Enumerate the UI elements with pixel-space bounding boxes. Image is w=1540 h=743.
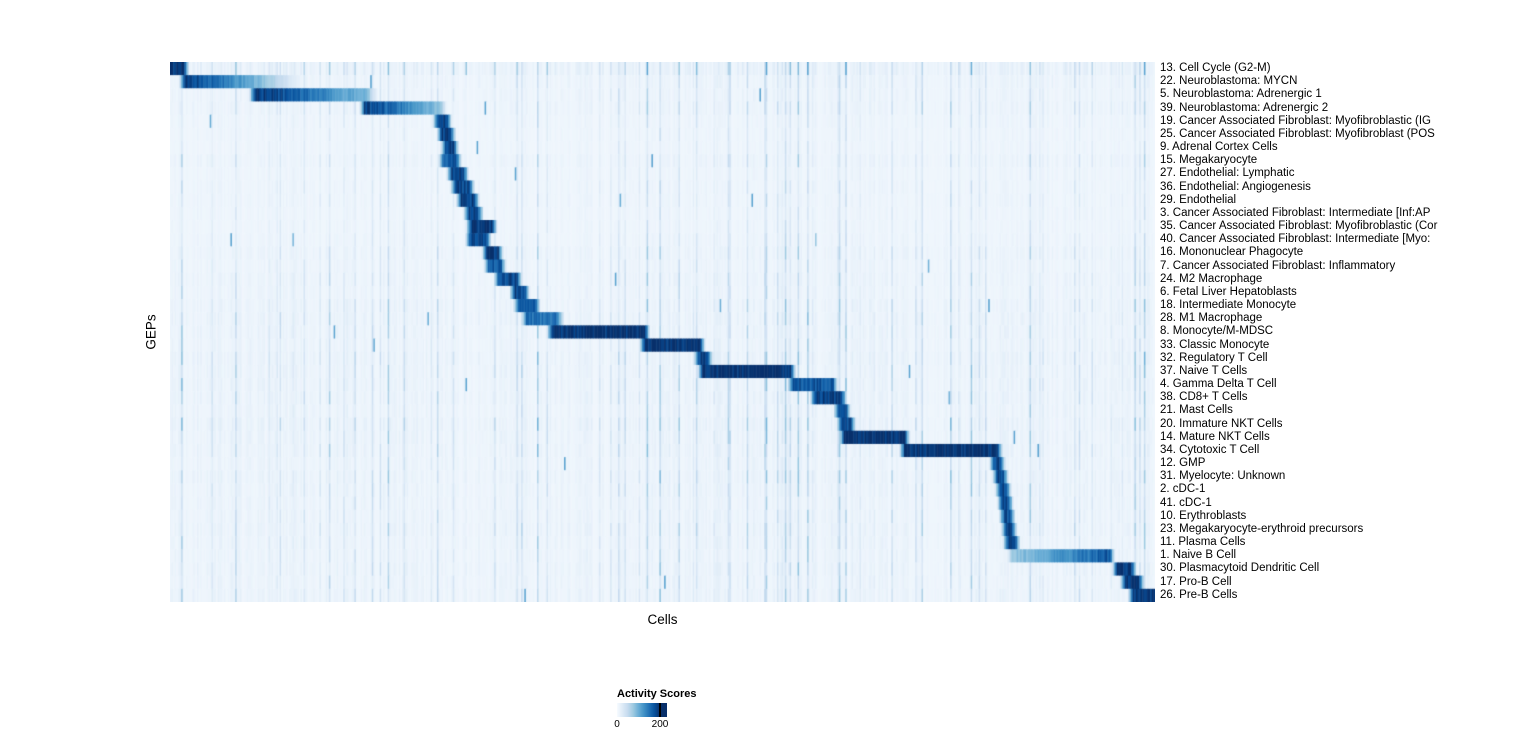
- row-label: 34. Cytotoxic T Cell: [1160, 443, 1260, 456]
- row-label: 24. M2 Macrophage: [1160, 272, 1263, 285]
- legend-tick-mark: [659, 703, 661, 717]
- legend-tick-labels: 0 200: [614, 719, 669, 731]
- row-label: 30. Plasmacytoid Dendritic Cell: [1160, 562, 1320, 575]
- row-label: 22. Neuroblastoma: MYCN: [1160, 75, 1298, 88]
- row-label: 3. Cancer Associated Fibroblast: Interme…: [1160, 206, 1431, 219]
- row-label: 14. Mature NKT Cells: [1160, 430, 1270, 443]
- row-label: 36. Endothelial: Angiogenesis: [1160, 180, 1311, 193]
- row-label: 21. Mast Cells: [1160, 404, 1233, 417]
- legend-colorbar: [617, 703, 667, 717]
- row-label: 25. Cancer Associated Fibroblast: Myofib…: [1160, 127, 1435, 140]
- row-label: 26. Pre-B Cells: [1160, 588, 1238, 601]
- row-label: 10. Erythroblasts: [1160, 509, 1247, 522]
- row-label: 13. Cell Cycle (G2-M): [1160, 62, 1271, 74]
- row-label: 27. Endothelial: Lymphatic: [1160, 167, 1295, 180]
- row-label: 32. Regulatory T Cell: [1160, 351, 1268, 364]
- heatmap-canvas: [170, 62, 1155, 602]
- row-label: 17. Pro-B Cell: [1160, 575, 1232, 588]
- row-label: 16. Mononuclear Phagocyte: [1160, 246, 1304, 259]
- row-label: 2. cDC-1: [1160, 483, 1206, 496]
- row-label: 38. CD8+ T Cells: [1160, 391, 1248, 404]
- x-axis-label: Cells: [647, 612, 678, 627]
- row-label: 35. Cancer Associated Fibroblast: Myofib…: [1160, 220, 1438, 233]
- legend-title: Activity Scores: [617, 688, 697, 700]
- legend-tick-label-min: 0: [614, 719, 620, 730]
- row-label: 23. Megakaryocyte-erythroid precursors: [1160, 522, 1364, 535]
- legend: Activity Scores 0 200: [614, 688, 837, 731]
- row-label: 11. Plasma Cells: [1160, 536, 1246, 549]
- row-label: 20. Immature NKT Cells: [1160, 417, 1283, 430]
- row-label: 19. Cancer Associated Fibroblast: Myofib…: [1160, 114, 1432, 127]
- legend-tick-label-max: 200: [651, 719, 669, 730]
- row-label: 33. Classic Monocyte: [1160, 338, 1270, 351]
- row-label: 31. Myelocyte: Unknown: [1160, 470, 1286, 483]
- row-label: 37. Naive T Cells: [1160, 364, 1248, 377]
- row-label: 9. Adrenal Cortex Cells: [1160, 141, 1278, 154]
- row-label: 6. Fetal Liver Hepatoblasts: [1160, 285, 1297, 298]
- row-label: 7. Cancer Associated Fibroblast: Inflamm…: [1160, 259, 1396, 272]
- row-label: 28. M1 Macrophage: [1160, 312, 1263, 325]
- row-label: 4. Gamma Delta T Cell: [1160, 378, 1277, 391]
- row-label: 39. Neuroblastoma: Adrenergic 2: [1160, 101, 1329, 114]
- row-label: 18. Intermediate Monocyte: [1160, 299, 1297, 312]
- row-label: 12. GMP: [1160, 457, 1206, 470]
- row-label-list: 13. Cell Cycle (G2-M) 22. Neuroblastoma: …: [1160, 62, 1540, 602]
- row-label: 1. Naive B Cell: [1160, 549, 1237, 562]
- row-label: 41. cDC-1: [1160, 496, 1212, 509]
- row-label: 15. Megakaryocyte: [1160, 154, 1258, 167]
- row-label: 40. Cancer Associated Fibroblast: Interm…: [1160, 233, 1431, 246]
- row-label: 8. Monocyte/M-MDSC: [1160, 325, 1274, 338]
- row-label: 5. Neuroblastoma: Adrenergic 1: [1160, 88, 1322, 101]
- legend-colorbar-wrap: [617, 703, 667, 717]
- row-label: 29. Endothelial: [1160, 193, 1237, 206]
- y-axis-label: GEPs: [143, 314, 159, 350]
